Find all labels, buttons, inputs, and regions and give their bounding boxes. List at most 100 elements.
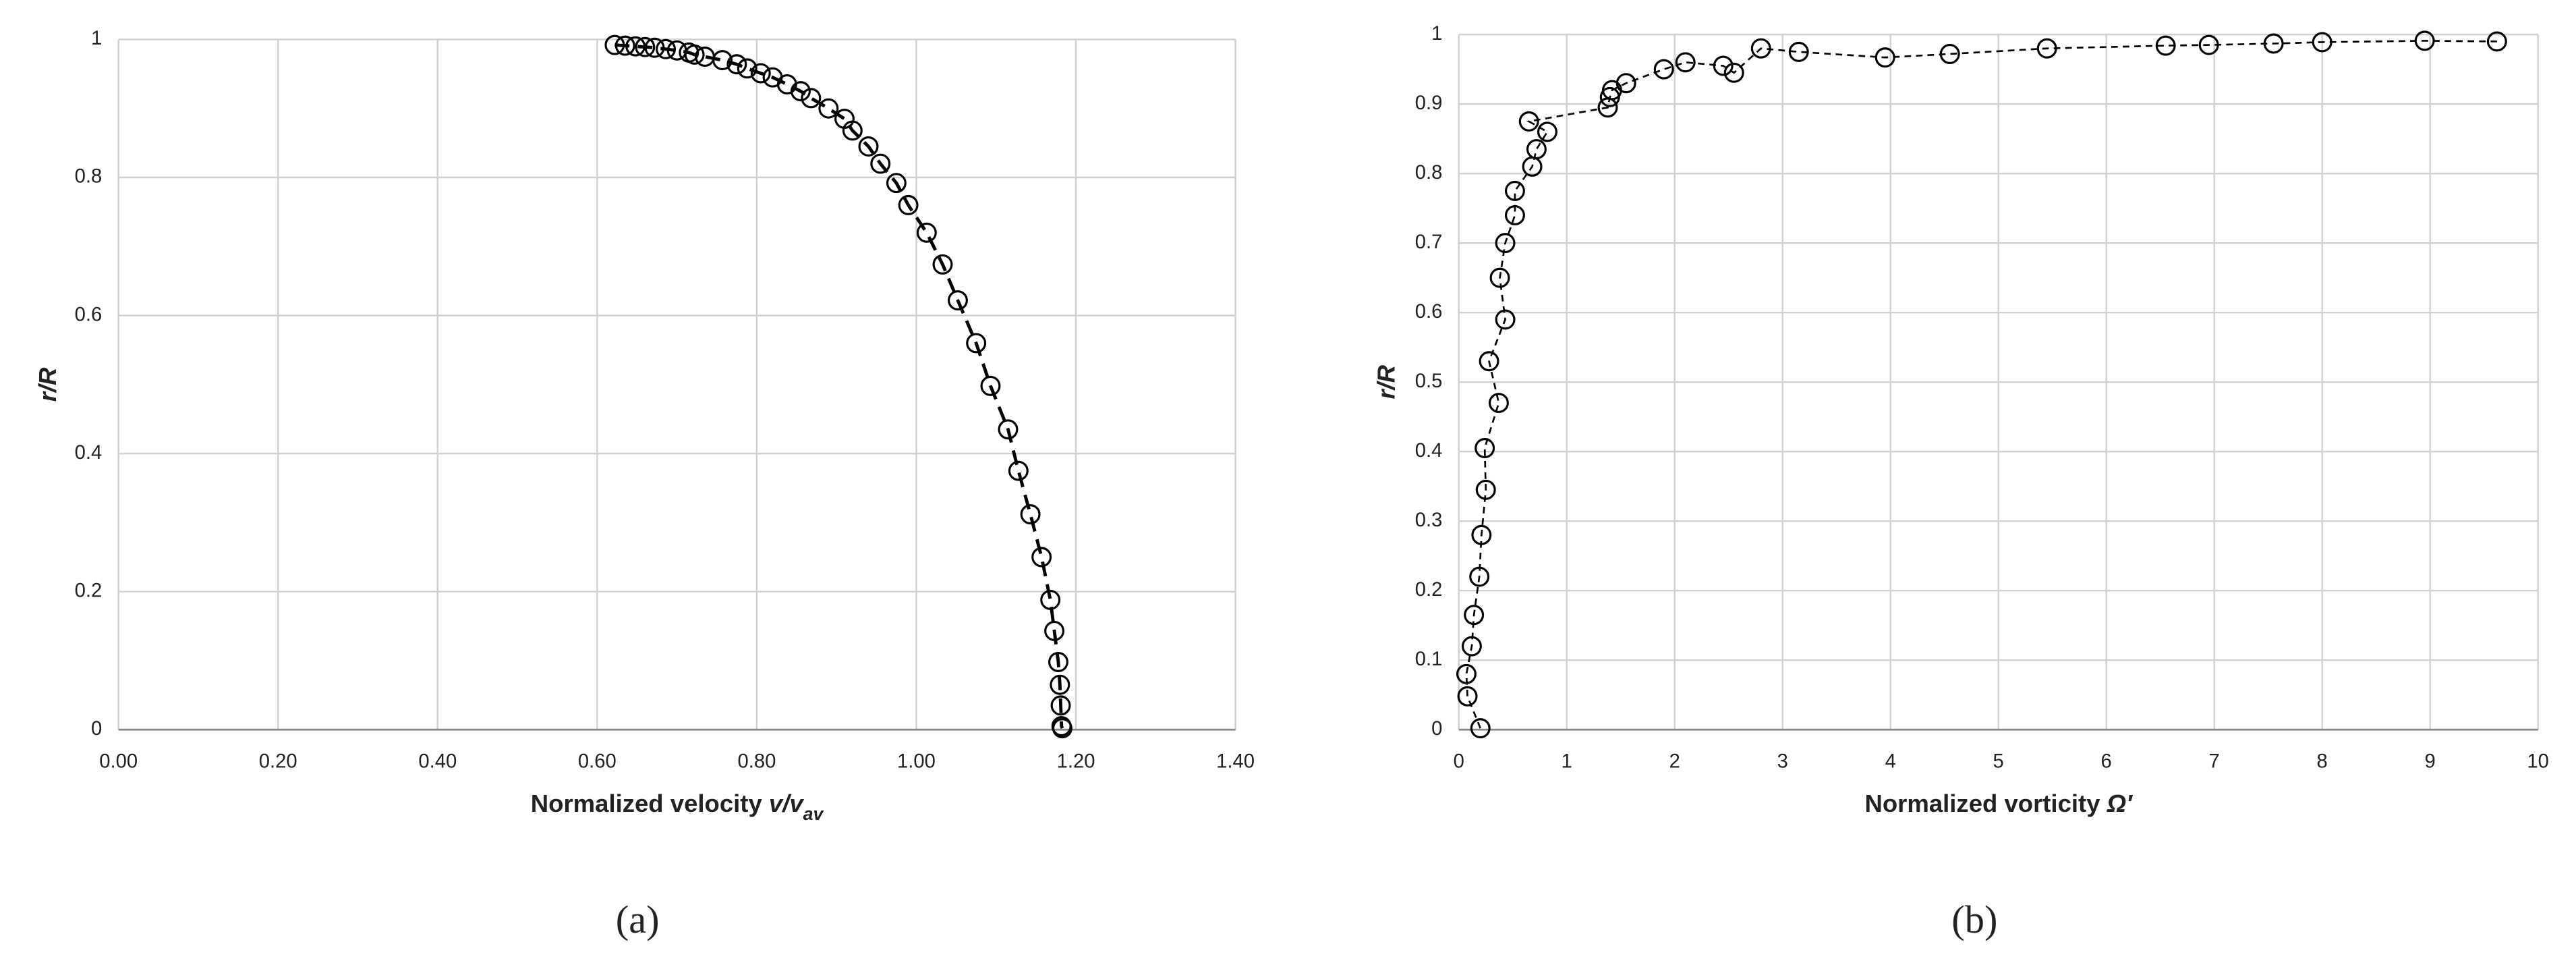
y-tick-label: 0.4: [1415, 440, 1443, 462]
x-tick-label: 1.20: [1057, 751, 1095, 773]
data-point: [818, 98, 839, 119]
data-point: [1471, 524, 1492, 545]
data-point: [1504, 180, 1525, 201]
x-tick-label: 5: [1993, 751, 2004, 773]
data-point: [2312, 32, 2332, 53]
y-tick-label: 0.2: [75, 580, 103, 601]
data-point: [932, 254, 953, 275]
panel-label: (b): [1951, 898, 1997, 941]
data-point: [635, 36, 656, 57]
data-point: [726, 54, 747, 75]
data-point: [625, 36, 646, 57]
y-tick-label: 0.4: [75, 442, 103, 464]
data-point: [1044, 620, 1065, 641]
data-point: [898, 194, 919, 215]
y-tick-label: 0.1: [1415, 649, 1443, 670]
data-point: [1050, 695, 1071, 716]
data-point: [1457, 686, 1478, 707]
data-point: [1615, 73, 1636, 94]
data-point: [790, 81, 811, 102]
data-point: [656, 38, 677, 59]
y-tick-label: 0.6: [1415, 301, 1443, 323]
y-tick-label: 0: [91, 718, 102, 740]
x-axis-label: Normalized velocity v/vav: [531, 790, 825, 824]
x-tick-label: 1.40: [1216, 751, 1255, 773]
x-axis-label-part: v/v: [769, 790, 804, 817]
data-point: [1713, 55, 1734, 76]
data-point: [1470, 718, 1491, 739]
data-point: [712, 50, 733, 71]
data-point: [1040, 589, 1061, 610]
y-tick-label: 0.8: [75, 166, 103, 188]
data-point: [644, 37, 665, 58]
data-point: [842, 120, 863, 141]
data-point: [2155, 35, 2176, 56]
data-point: [1052, 718, 1072, 739]
data-point: [916, 222, 937, 243]
y-tick-label: 0: [1431, 718, 1442, 740]
x-axis-label-part: Ω′: [2107, 790, 2134, 817]
data-point: [870, 153, 891, 174]
data-point: [1504, 204, 1525, 225]
data-point: [1475, 479, 1496, 500]
data-point: [1723, 62, 1744, 83]
data-point: [604, 34, 625, 55]
y-tick-label: 0.5: [1415, 370, 1443, 392]
x-tick-label: 0.00: [99, 751, 138, 773]
x-tick-label: 7: [2209, 751, 2220, 773]
x-axis-label: Normalized vorticity Ω′: [1864, 790, 2134, 817]
data-point: [750, 63, 771, 84]
data-point: [1495, 233, 1516, 254]
data-point: [1495, 309, 1516, 330]
data-point: [980, 375, 1001, 396]
data-line: [614, 43, 1064, 730]
data-point: [737, 58, 757, 79]
x-tick-label: 8: [2317, 751, 2328, 773]
data-point: [947, 290, 968, 311]
data-point: [1489, 267, 1510, 288]
data-point: [1456, 663, 1477, 684]
data-point: [684, 44, 705, 65]
data-point: [998, 419, 1019, 440]
x-tick-label: 2: [1669, 751, 1680, 773]
data-point: [1008, 460, 1029, 481]
data-point: [1537, 121, 1557, 142]
y-tick-label: 0.3: [1415, 510, 1443, 531]
data-point: [1874, 47, 1895, 68]
panel-label: (a): [616, 898, 660, 941]
data-point: [614, 35, 635, 56]
y-axis-label: r/R: [34, 367, 61, 402]
y-tick-label: 0.8: [1415, 162, 1443, 184]
x-axis-label-part: Normalized velocity: [531, 790, 769, 817]
data-point: [1653, 59, 1674, 80]
data-point: [801, 88, 822, 109]
data-point: [1939, 44, 1960, 64]
data-point: [1488, 393, 1509, 414]
data-point: [1475, 438, 1495, 459]
y-tick-label: 0.7: [1415, 231, 1443, 253]
x-tick-label: 6: [2101, 751, 2112, 773]
data-point: [1048, 652, 1068, 672]
data-point: [1464, 605, 1485, 626]
x-tick-label: 0.20: [259, 751, 297, 773]
y-tick-label: 1: [1431, 23, 1442, 45]
data-point: [1031, 547, 1052, 568]
x-axis-label-part: Normalized vorticity: [1864, 790, 2107, 817]
data-point: [2486, 31, 2507, 52]
y-tick-label: 0.9: [1415, 92, 1443, 114]
data-point: [1479, 351, 1499, 372]
x-tick-label: 0.60: [578, 751, 617, 773]
data-point: [1050, 674, 1070, 695]
y-axis-label: r/R: [1373, 364, 1400, 399]
x-tick-label: 0: [1454, 751, 1464, 773]
x-tick-label: 10: [2527, 751, 2549, 773]
x-tick-label: 0.40: [418, 751, 457, 773]
data-point: [1526, 139, 1547, 160]
x-tick-label: 1.00: [897, 751, 936, 773]
x-tick-label: 1: [1562, 751, 1572, 773]
data-point: [2263, 33, 2284, 54]
data-point: [1461, 636, 1482, 657]
y-tick-label: 1: [91, 28, 102, 49]
data-line: [1465, 40, 2497, 729]
